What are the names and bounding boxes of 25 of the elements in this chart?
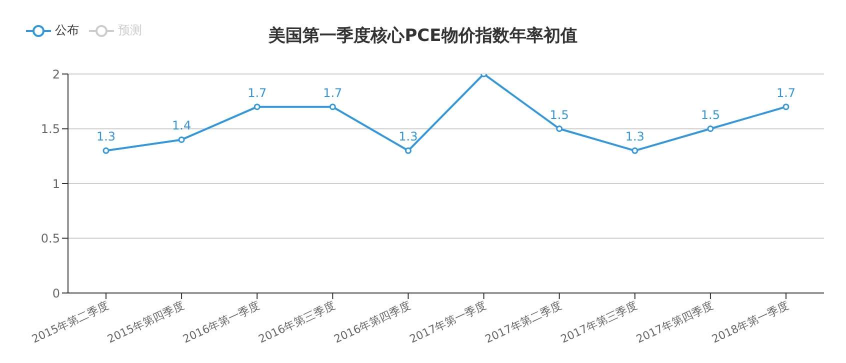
point (404, 147, 412, 154)
data-label: 1.5 (700, 108, 720, 122)
point (254, 104, 260, 110)
point (782, 104, 790, 110)
data-label: 1.7 (323, 86, 342, 100)
point (178, 136, 185, 143)
chart-title: 美国第一季度核心PCE物价指数年率初值 (268, 26, 578, 46)
point (707, 126, 714, 132)
data-label: 1.4 (172, 118, 192, 133)
data-label: 1.3 (398, 130, 418, 144)
data-label: 1.7 (776, 86, 796, 100)
y-tick-label: 0 (52, 286, 60, 300)
point (632, 147, 638, 154)
data-label: 1.5 (550, 108, 569, 122)
y-tick-label: 0.5 (40, 232, 60, 246)
y-tick-label: 2 (52, 67, 60, 82)
point (329, 104, 336, 110)
point (102, 147, 110, 154)
data-label: 1.3 (96, 130, 116, 144)
point (556, 126, 563, 132)
y-tick-label: 1.5 (40, 122, 60, 136)
data-label: 1.3 (625, 130, 644, 144)
y-tick-label: 1 (52, 176, 60, 191)
legend-label: 公布 (55, 22, 79, 39)
data-label: 1.7 (248, 86, 267, 100)
